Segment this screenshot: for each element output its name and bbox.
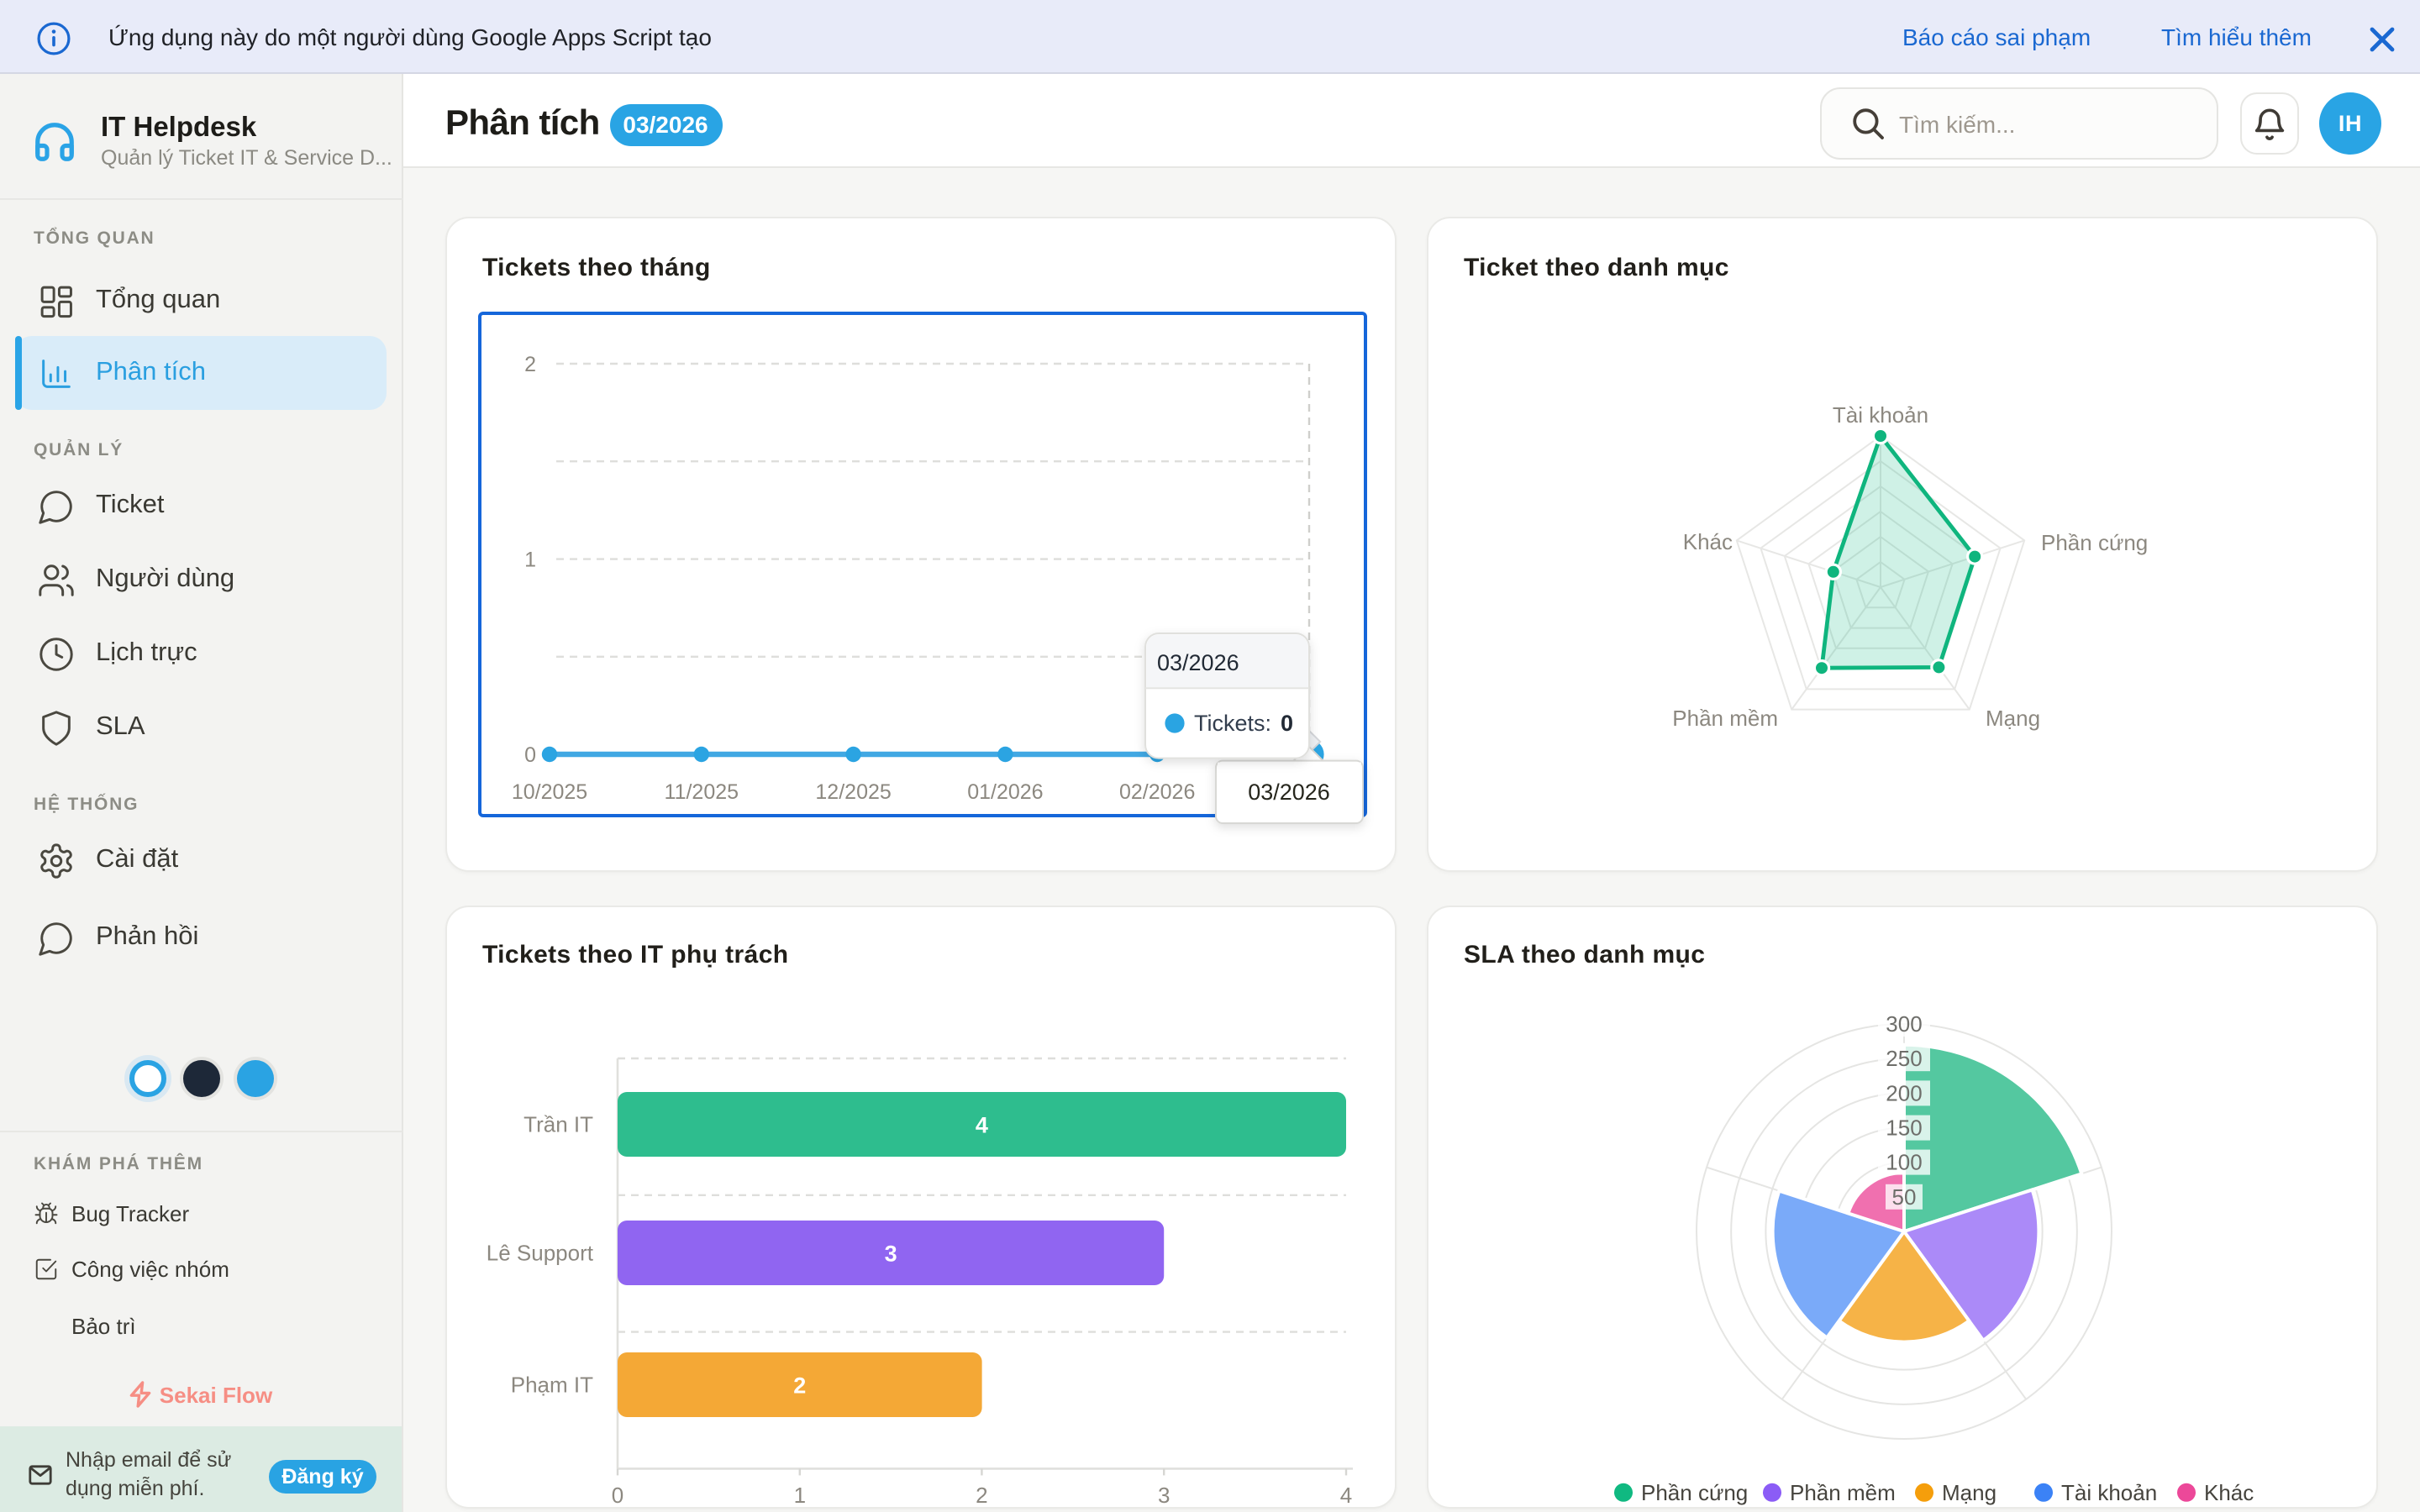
svg-text:2: 2	[976, 1482, 987, 1507]
svg-text:Phần cứng: Phần cứng	[2041, 530, 2148, 555]
svg-text:Khác: Khác	[1683, 529, 1733, 554]
svg-text:200: 200	[1886, 1079, 1922, 1105]
svg-text:100: 100	[1886, 1149, 1922, 1174]
svg-text:0: 0	[1281, 711, 1293, 736]
svg-text:03/2026: 03/2026	[1248, 780, 1330, 805]
svg-text:Lê Support: Lê Support	[487, 1240, 594, 1265]
svg-text:01/2026: 01/2026	[967, 780, 1043, 804]
svg-text:0: 0	[612, 1482, 623, 1507]
svg-text:Phần mềm: Phần mềm	[1672, 706, 1778, 731]
svg-text:300: 300	[1886, 1011, 1922, 1036]
svg-text:3: 3	[1158, 1482, 1170, 1507]
svg-text:11/2025: 11/2025	[665, 780, 739, 804]
svg-text:250: 250	[1886, 1045, 1922, 1070]
svg-text:Khác: Khác	[2204, 1479, 2254, 1504]
svg-text:0: 0	[524, 743, 536, 767]
svg-text:02/2026: 02/2026	[1119, 780, 1195, 804]
svg-text:Tài khoản: Tài khoản	[2061, 1479, 2157, 1504]
svg-text:Phạm IT: Phạm IT	[511, 1372, 593, 1397]
svg-text:50: 50	[1892, 1184, 1917, 1209]
svg-text:4: 4	[976, 1112, 988, 1137]
svg-text:10/2025: 10/2025	[512, 780, 587, 804]
svg-text:150: 150	[1886, 1115, 1922, 1140]
svg-text:2: 2	[524, 353, 536, 376]
svg-text:Phần mềm: Phần mềm	[1790, 1479, 1896, 1504]
svg-text:03/2026: 03/2026	[1157, 650, 1239, 675]
svg-text:Tài khoản: Tài khoản	[1833, 402, 1928, 428]
svg-text:3: 3	[885, 1241, 897, 1266]
svg-text:Phần cứng: Phần cứng	[1641, 1479, 1748, 1504]
svg-text:4: 4	[1340, 1482, 1352, 1507]
svg-text:12/2025: 12/2025	[815, 780, 891, 804]
svg-text:1: 1	[524, 548, 536, 571]
svg-text:Trần IT: Trần IT	[523, 1111, 593, 1137]
svg-text:1: 1	[794, 1482, 806, 1507]
svg-text:Mạng: Mạng	[1942, 1479, 1996, 1504]
svg-text:Mạng: Mạng	[1986, 706, 2040, 731]
svg-text:Tickets:: Tickets:	[1194, 711, 1271, 736]
svg-text:2: 2	[793, 1373, 806, 1398]
